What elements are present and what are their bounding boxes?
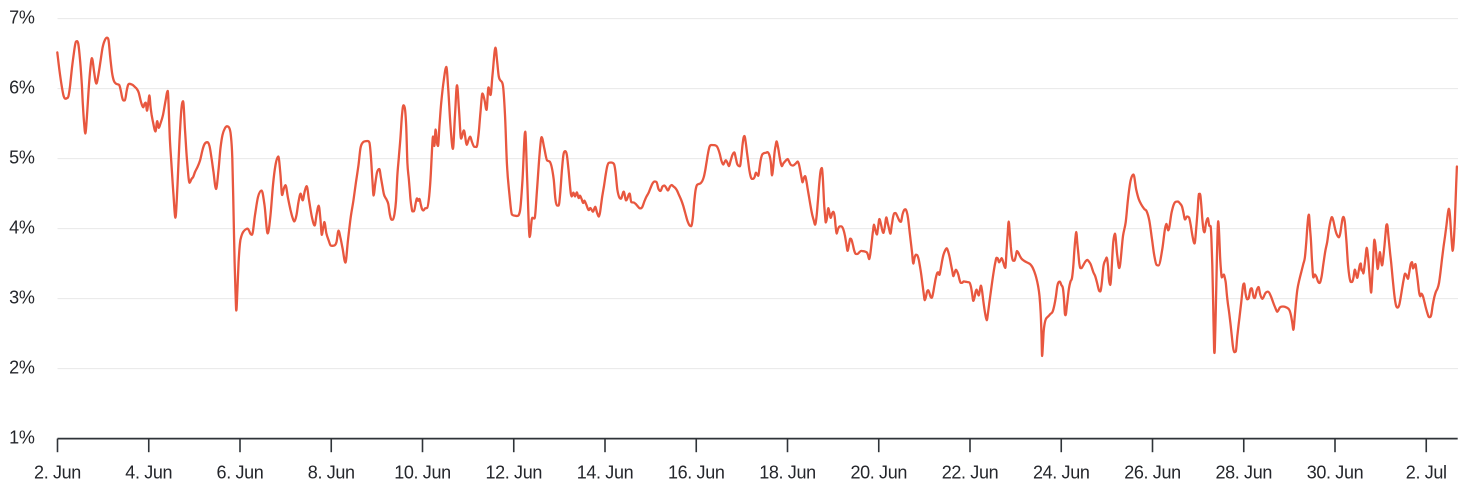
svg-text:20. Jun: 20. Jun	[850, 463, 907, 483]
svg-text:4%: 4%	[9, 218, 35, 238]
svg-text:14. Jun: 14. Jun	[577, 463, 634, 483]
svg-text:16. Jun: 16. Jun	[668, 463, 725, 483]
svg-text:2. Jun: 2. Jun	[34, 463, 81, 483]
svg-text:22. Jun: 22. Jun	[942, 463, 999, 483]
svg-text:6%: 6%	[9, 78, 35, 98]
svg-text:28. Jun: 28. Jun	[1215, 463, 1272, 483]
svg-text:4. Jun: 4. Jun	[125, 463, 172, 483]
svg-text:2%: 2%	[9, 358, 35, 378]
svg-text:30. Jun: 30. Jun	[1307, 463, 1364, 483]
svg-text:5%: 5%	[9, 148, 35, 168]
svg-text:2. Jul: 2. Jul	[1406, 463, 1447, 483]
svg-text:7%: 7%	[9, 8, 35, 28]
svg-text:12. Jun: 12. Jun	[485, 463, 542, 483]
svg-text:6. Jun: 6. Jun	[217, 463, 264, 483]
svg-text:10. Jun: 10. Jun	[394, 463, 451, 483]
svg-text:3%: 3%	[9, 288, 35, 308]
svg-text:24. Jun: 24. Jun	[1033, 463, 1090, 483]
svg-text:1%: 1%	[9, 428, 35, 448]
svg-text:26. Jun: 26. Jun	[1124, 463, 1181, 483]
svg-text:18. Jun: 18. Jun	[759, 463, 816, 483]
svg-text:8. Jun: 8. Jun	[308, 463, 355, 483]
